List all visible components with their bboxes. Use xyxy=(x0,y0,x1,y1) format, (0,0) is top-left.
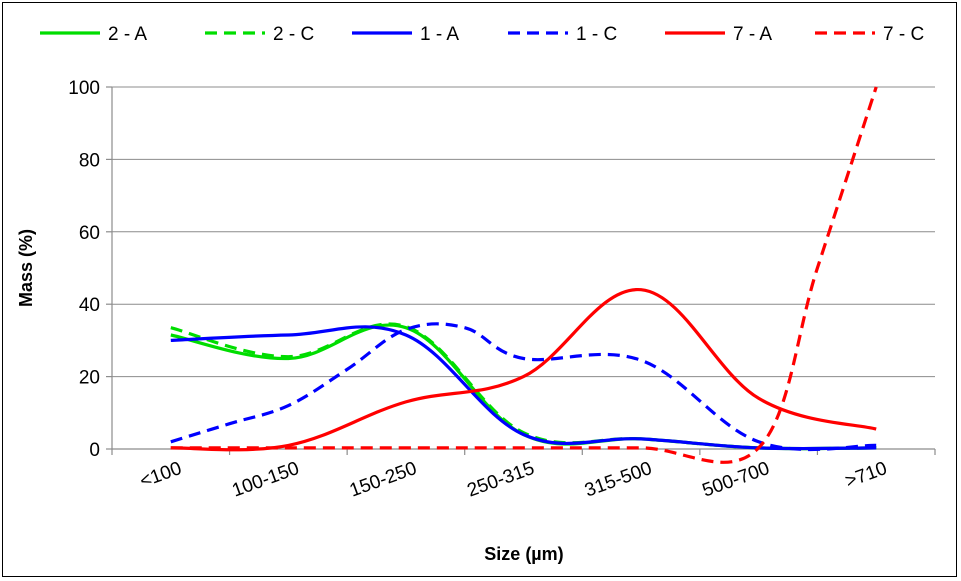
y-tick-label-20: 20 xyxy=(79,368,100,389)
y-axis-title: Mass (%) xyxy=(16,229,36,307)
legend-label-1-c: 1 - C xyxy=(576,24,617,45)
series-line-2-c xyxy=(170,322,877,451)
y-tick-label-0: 0 xyxy=(89,440,100,461)
x-axis-title: Size (µm) xyxy=(484,544,563,564)
y-tick-label-60: 60 xyxy=(79,223,100,244)
legend-label-1-a: 1 - A xyxy=(420,24,459,45)
series-line-7-c xyxy=(170,86,878,464)
legend-label-2-c: 2 - C xyxy=(273,24,314,45)
legend-label-2-a: 2 - A xyxy=(108,24,147,45)
gridlines xyxy=(112,86,935,378)
x-tick-labels: <100 100-150 150-250 250-315 315-500 500-700 >… xyxy=(137,458,890,502)
x-tick-label-150-250: 150-250 xyxy=(347,458,420,502)
legend: 2 - A 2 - C 1 - A 1 - C 7 - A 7 - C xyxy=(40,24,924,45)
y-tick-label-80: 80 xyxy=(79,150,100,171)
x-tick-label-500-700: 500-700 xyxy=(700,458,773,502)
series-lines xyxy=(170,86,878,464)
x-tick-label-710: >710 xyxy=(843,458,890,492)
y-tick-labels: 0 20 40 60 80 100 xyxy=(68,78,100,461)
series-line-7-a xyxy=(170,288,877,452)
y-tick-label-40: 40 xyxy=(79,295,100,316)
x-tick-label-100-150: 100-150 xyxy=(229,458,302,502)
x-tick-label-100: <100 xyxy=(137,458,184,492)
legend-label-7-c: 7 - C xyxy=(883,24,924,45)
x-tick-label-250-315: 250-315 xyxy=(464,458,537,502)
x-tick-label-315-500: 315-500 xyxy=(582,458,655,502)
series-line-1-c xyxy=(170,322,877,452)
legend-label-7-a: 7 - A xyxy=(733,24,772,45)
y-tick-label-100: 100 xyxy=(68,78,100,99)
axes xyxy=(106,86,936,455)
